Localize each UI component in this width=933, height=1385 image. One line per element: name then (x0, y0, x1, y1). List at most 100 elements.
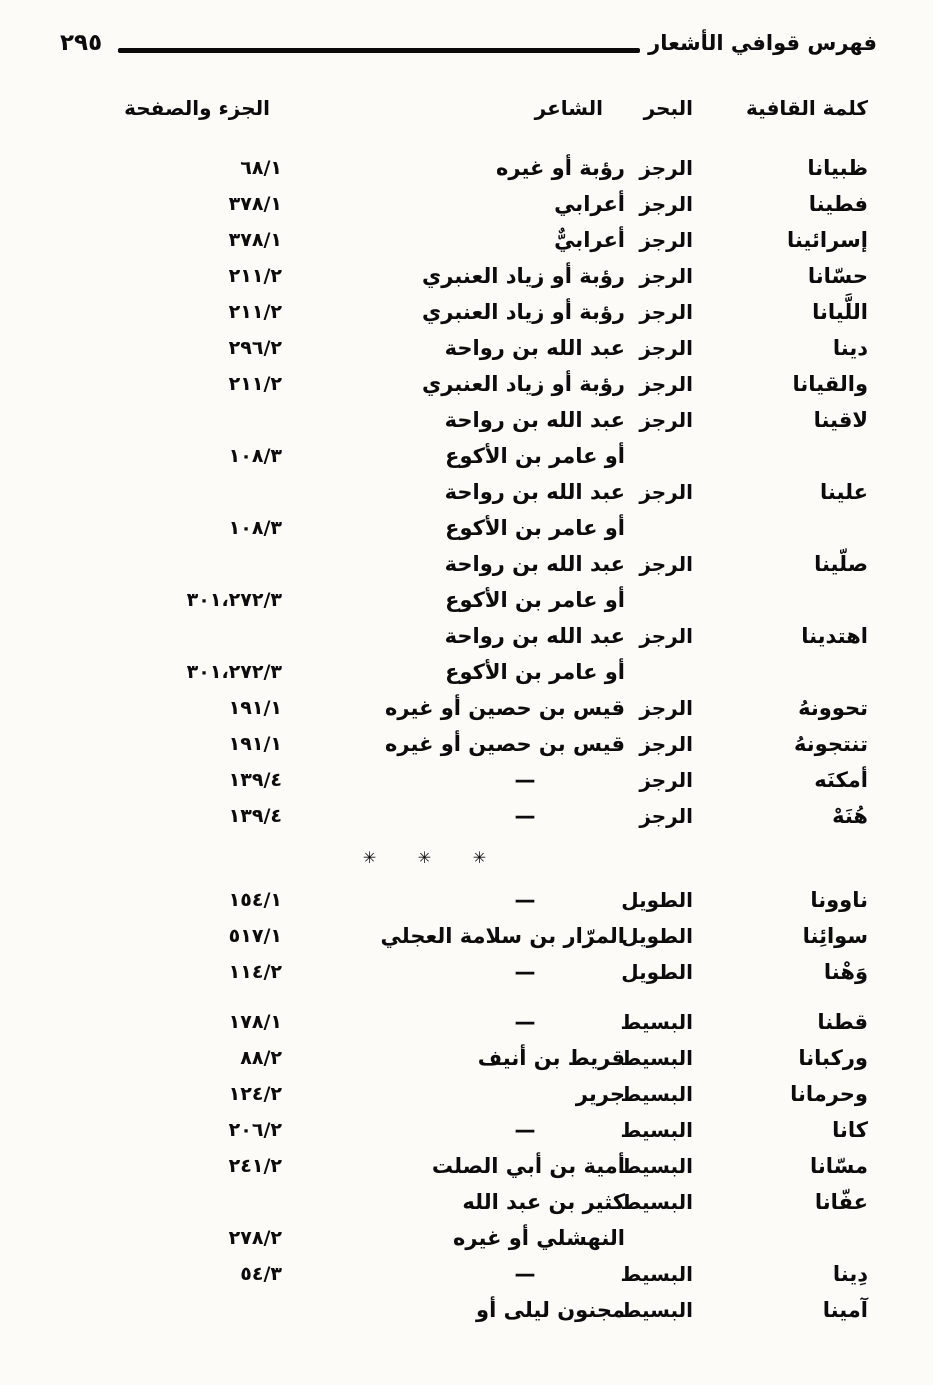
poet-cell: أمية بن أبي الصلت (431, 1154, 625, 1178)
poet-cell-empty-dash: — (514, 804, 536, 828)
table-row: حسّانا الرجز رؤبة أو زياد العنبري ٢١١/٢ (0, 258, 933, 294)
table-row: إسرائينا الرجز أعرابيٌّ ٣٧٨/١ (0, 222, 933, 258)
table-row: سوائِنا الطويل المرّار بن سلامة العجلي ٥١٧/… (0, 918, 933, 954)
rajaz-section: ظبيانا الرجز رؤبة أو غيره ٦٨/١ فطينا الرجز أعر… (0, 150, 933, 834)
table-row: دِينا البسيط — ٥٤/٣ (0, 1256, 933, 1292)
poet-cell: النهشلي أو غيره (453, 1226, 625, 1250)
table-row: كانا البسيط — ٢٠٦/٢ (0, 1112, 933, 1148)
rhyme-word-cell: اهتدينا (801, 624, 868, 648)
table-row: فطينا الرجز أعرابي ٣٧٨/١ (0, 186, 933, 222)
rhyme-word-cell: آمينا (822, 1298, 868, 1322)
rhyme-word-cell: وحرمانا (790, 1082, 868, 1106)
volume-page-cell: ٢١١/٢ (228, 265, 282, 287)
meter-cell: الرجز (639, 408, 693, 432)
page-number: ٢٩٥ (60, 30, 103, 56)
poet-cell: رؤبة أو زياد العنبري (422, 264, 625, 288)
table-row: لاقينا الرجز عبد الله بن رواحة (0, 402, 933, 438)
poet-cell-empty-dash: — (514, 768, 536, 792)
poet-cell: أو عامر بن الأكوع (445, 660, 625, 684)
meter-cell: الرجز (639, 696, 693, 720)
meter-cell: الطويل (621, 888, 693, 912)
volume-page-cell: ٣٠١،٢٧٢/٣ (186, 589, 282, 611)
rhyme-word-cell: علينا (820, 480, 868, 504)
header-volume-page: الجزء والصفحة (124, 96, 270, 120)
poet-cell: مجنون ليلى أو (476, 1298, 625, 1322)
rhyme-word-cell: وَهْنا (823, 960, 868, 984)
poet-cell: عبد الله بن رواحة (444, 624, 625, 648)
poet-cell: قيس بن حصين أو غيره (385, 732, 625, 756)
poet-cell: رؤبة أو غيره (495, 156, 625, 180)
rhyme-word-cell: اللَّيانا (812, 300, 868, 324)
table-row: ظبيانا الرجز رؤبة أو غيره ٦٨/١ (0, 150, 933, 186)
volume-page-cell: ١٠٨/٣ (228, 445, 282, 467)
poet-cell: كثير بن عبد الله (462, 1190, 625, 1214)
volume-page-cell: ٢١١/٢ (228, 373, 282, 395)
page-header: فهرس قوافي الأشعار ٢٩٥ (0, 0, 933, 56)
poet-cell-empty-dash: — (514, 960, 536, 984)
volume-page-cell: ٥٤/٣ (240, 1263, 282, 1285)
meter-cell: الرجز (639, 480, 693, 504)
table-row-continuation: أو عامر بن الأكوع ٣٠١،٢٧٢/٣ (0, 654, 933, 690)
table-row: صلّينا الرجز عبد الله بن رواحة (0, 546, 933, 582)
header-rule (118, 47, 641, 53)
meter-cell: الرجز (639, 624, 693, 648)
table-row: اللَّيانا الرجز رؤبة أو زياد العنبري ٢١١/٢ (0, 294, 933, 330)
rhyme-word-cell: إسرائينا (786, 228, 868, 252)
volume-page-cell: ٣٧٨/١ (228, 193, 282, 215)
poet-cell: قريط بن أنيف (477, 1046, 625, 1070)
poet-cell: رؤبة أو زياد العنبري (422, 372, 625, 396)
meter-cell: الرجز (639, 300, 693, 324)
volume-page-cell: ١١٤/٢ (228, 961, 282, 983)
volume-page-cell: ٥١٧/١ (228, 925, 282, 947)
rhyme-word-cell: دينا (832, 336, 868, 360)
rhyme-word-cell: قطنا (817, 1010, 868, 1034)
poet-cell: أعرابي (554, 192, 625, 216)
volume-page-cell: ٢٧٨/٢ (228, 1227, 282, 1249)
basit-section: قطنا البسيط —١٧٨/١ وركبانا البسيط قريط بن أني… (0, 1004, 933, 1328)
poet-cell: عبد الله بن رواحة (444, 336, 625, 360)
volume-page-cell: ٦٨/١ (240, 157, 282, 179)
table-row: تحوونهُ الرجز قيس بن حصين أو غيره ١٩١/١ (0, 690, 933, 726)
rhyme-word-cell: فطينا (808, 192, 868, 216)
poet-cell: رؤبة أو زياد العنبري (422, 300, 625, 324)
poet-cell-empty-dash: — (514, 1262, 536, 1286)
rhyme-word-cell: تحوونهُ (798, 696, 868, 720)
table-row: تنتجونهُ الرجز قيس بن حصين أو غيره ١٩١/١ (0, 726, 933, 762)
volume-page-cell: ٢١١/٢ (228, 301, 282, 323)
poet-cell: عبد الله بن رواحة (444, 408, 625, 432)
poet-cell: عبد الله بن رواحة (444, 552, 625, 576)
meter-cell: الرجز (639, 804, 693, 828)
poet-cell: أو عامر بن الأكوع (445, 516, 625, 540)
volume-page-cell: ٢٤١/٢ (228, 1155, 282, 1177)
volume-page-cell: ١٩١/١ (228, 733, 282, 755)
rhyme-word-cell: حسّانا (807, 264, 868, 288)
poet-cell: أو عامر بن الأكوع (445, 444, 625, 468)
rhyme-word-cell: دِينا (832, 1262, 868, 1286)
table-row: ناوونا الطويل — ١٥٤/١ (0, 882, 933, 918)
section-separator-ornament: ✳ ✳ ✳ (362, 848, 505, 867)
meter-cell: الطويل (621, 924, 693, 948)
rhyme-word-cell: والقيانا (792, 372, 868, 396)
meter-cell: البسيط (620, 1046, 693, 1070)
rhyme-word-cell: ناوونا (810, 888, 868, 912)
volume-page-cell: ١٧٨/١ (228, 1011, 282, 1033)
volume-page-cell: ١٣٩/٤ (228, 769, 282, 791)
meter-cell: البسيط (620, 1154, 693, 1178)
meter-cell: البسيط (620, 1118, 693, 1142)
table-row: عفّانا البسيط كثير بن عبد الله (0, 1184, 933, 1220)
table-row-continuation: النهشلي أو غيره ٢٧٨/٢ (0, 1220, 933, 1256)
volume-page-cell: ١٢٤/٢ (228, 1083, 282, 1105)
column-headers: كلمة القافية البحر الشاعر الجزء والصفحة (0, 90, 933, 126)
meter-cell: الرجز (639, 372, 693, 396)
meter-cell: البسيط (620, 1010, 693, 1034)
rhyme-word-cell: ظبيانا (807, 156, 868, 180)
page-title: فهرس قوافي الأشعار (648, 31, 877, 55)
rhyme-word-cell: صلّينا (814, 552, 868, 576)
table-row: وحرمانا البسيط جرير ١٢٤/٢ (0, 1076, 933, 1112)
table-row: قطنا البسيط — ١٧٨/١ (0, 1004, 933, 1040)
table-row-continuation: أو عامر بن الأكوع ١٠٨/٣ (0, 510, 933, 546)
meter-cell: البسيط (620, 1190, 693, 1214)
rhyme-word-cell: أمكنَه (814, 768, 868, 792)
poet-cell: أو عامر بن الأكوع (445, 588, 625, 612)
